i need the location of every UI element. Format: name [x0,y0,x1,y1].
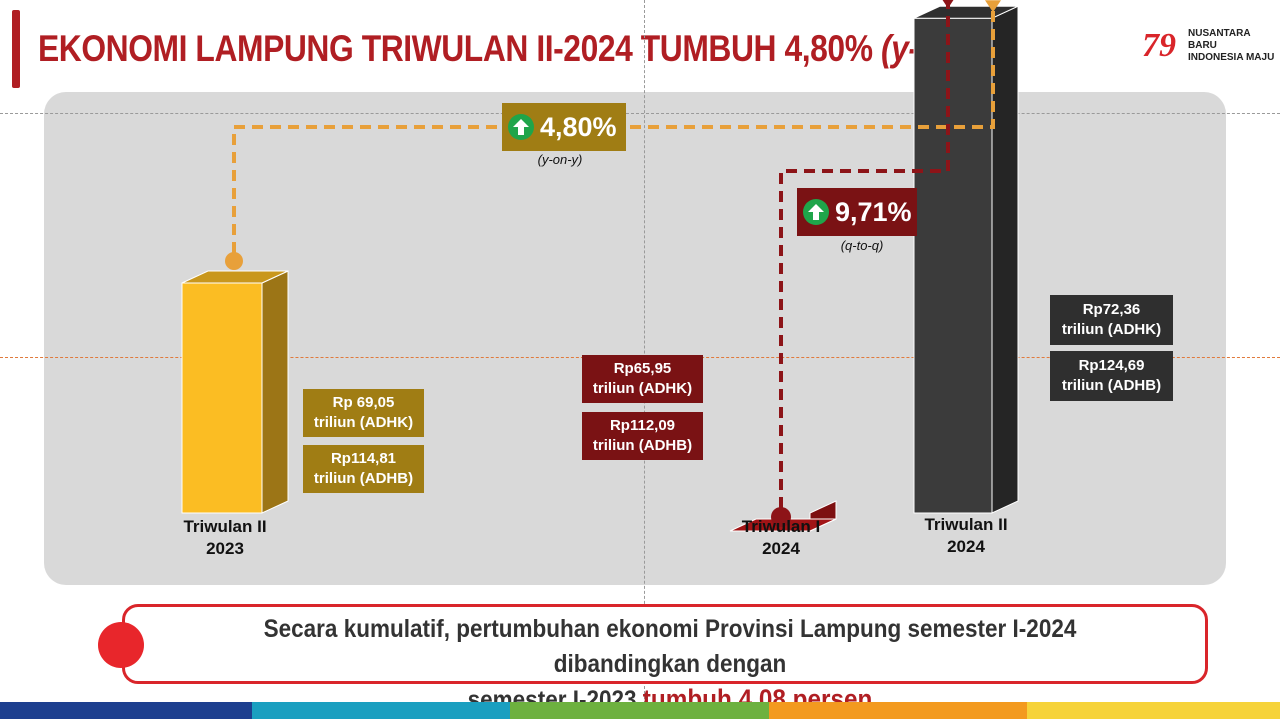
adhb-unit: triliun (ADHB) [592,437,693,454]
adhb-label-box: Rp114,81 triliun (ADHB) [303,445,424,493]
connector-dot [771,507,791,527]
bar [913,17,993,514]
adhb-label-box: Rp124,69 triliun (ADHB) [1050,351,1173,401]
category-line: Triwulan I [741,517,821,536]
yoy-label: (y-on-y) [537,152,583,167]
adhk-value: Rp65,95 [613,360,672,377]
bar-top [181,270,289,284]
anniversary-logo: 79 [1142,27,1176,64]
qtq-label: (q-to-q) [840,238,884,253]
yoy-value: 4,80% [540,111,617,142]
logo-text: NUSANTARA BARU INDONESIA MAJU [1188,28,1280,64]
qtq-connector [779,2,950,508]
bar [181,282,263,514]
arrow-up-circle-icon [803,199,829,225]
footer-stripe [252,702,510,719]
footer-stripe [1027,702,1280,719]
adhb-label-box: Rp112,09 triliun (ADHB) [582,412,703,460]
qtq-growth-box: 9,71% [797,188,917,236]
adhk-value: Rp 69,05 [332,394,395,411]
bar-side [261,270,289,514]
adhb-unit: triliun (ADHB) [313,470,414,487]
category-line: Triwulan II [924,515,1008,534]
connector-arrow [985,0,1001,13]
adhb-value: Rp112,09 [609,417,676,434]
category-line: Triwulan II [183,517,267,536]
yoy-growth-box: 4,80% [502,103,626,151]
summary-box [122,604,1208,684]
summary-line1: Secara kumulatif, pertumbuhan ekonomi Pr… [263,615,1077,678]
footer-stripe [0,702,252,719]
arrow-up-circle-icon [508,114,534,140]
guide-line [0,113,1280,114]
bullet-dot [98,622,144,668]
category-label: Triwulan II 2023 [165,516,285,560]
adhb-unit: triliun (ADHB) [1061,377,1162,394]
adhb-value: Rp114,81 [330,450,397,467]
category-label: Triwulan I 2024 [721,516,841,560]
footer-stripe [769,702,1027,719]
adhk-label-box: Rp 69,05 triliun (ADHK) [303,389,424,437]
connector-dot [225,252,243,270]
adhk-label-box: Rp65,95 triliun (ADHK) [582,355,703,403]
adhb-value: Rp124,69 [1078,357,1145,374]
qtq-value: 9,71% [835,196,912,227]
adhk-unit: triliun (ADHK) [1061,321,1162,338]
adhk-unit: triliun (ADHK) [592,380,693,397]
logo-line2: INDONESIA MAJU [1188,52,1275,63]
footer-stripe [510,702,769,719]
category-label: Triwulan II 2024 [906,514,1026,558]
category-year: 2024 [947,537,985,556]
bar-side [991,5,1019,514]
adhk-label-box: Rp72,36 triliun (ADHK) [1050,295,1173,345]
logo-mark: 79 [1142,27,1176,64]
category-year: 2023 [206,539,244,558]
connector-arrow [942,0,954,9]
adhk-value: Rp72,36 [1082,301,1141,318]
title-accent-bar [12,10,20,88]
adhk-unit: triliun (ADHK) [313,414,414,431]
category-year: 2024 [762,539,800,558]
title-main: EKONOMI LAMPUNG TRIWULAN II-2024 TUMBUH … [38,28,873,69]
logo-line1: NUSANTARA BARU [1188,28,1251,51]
